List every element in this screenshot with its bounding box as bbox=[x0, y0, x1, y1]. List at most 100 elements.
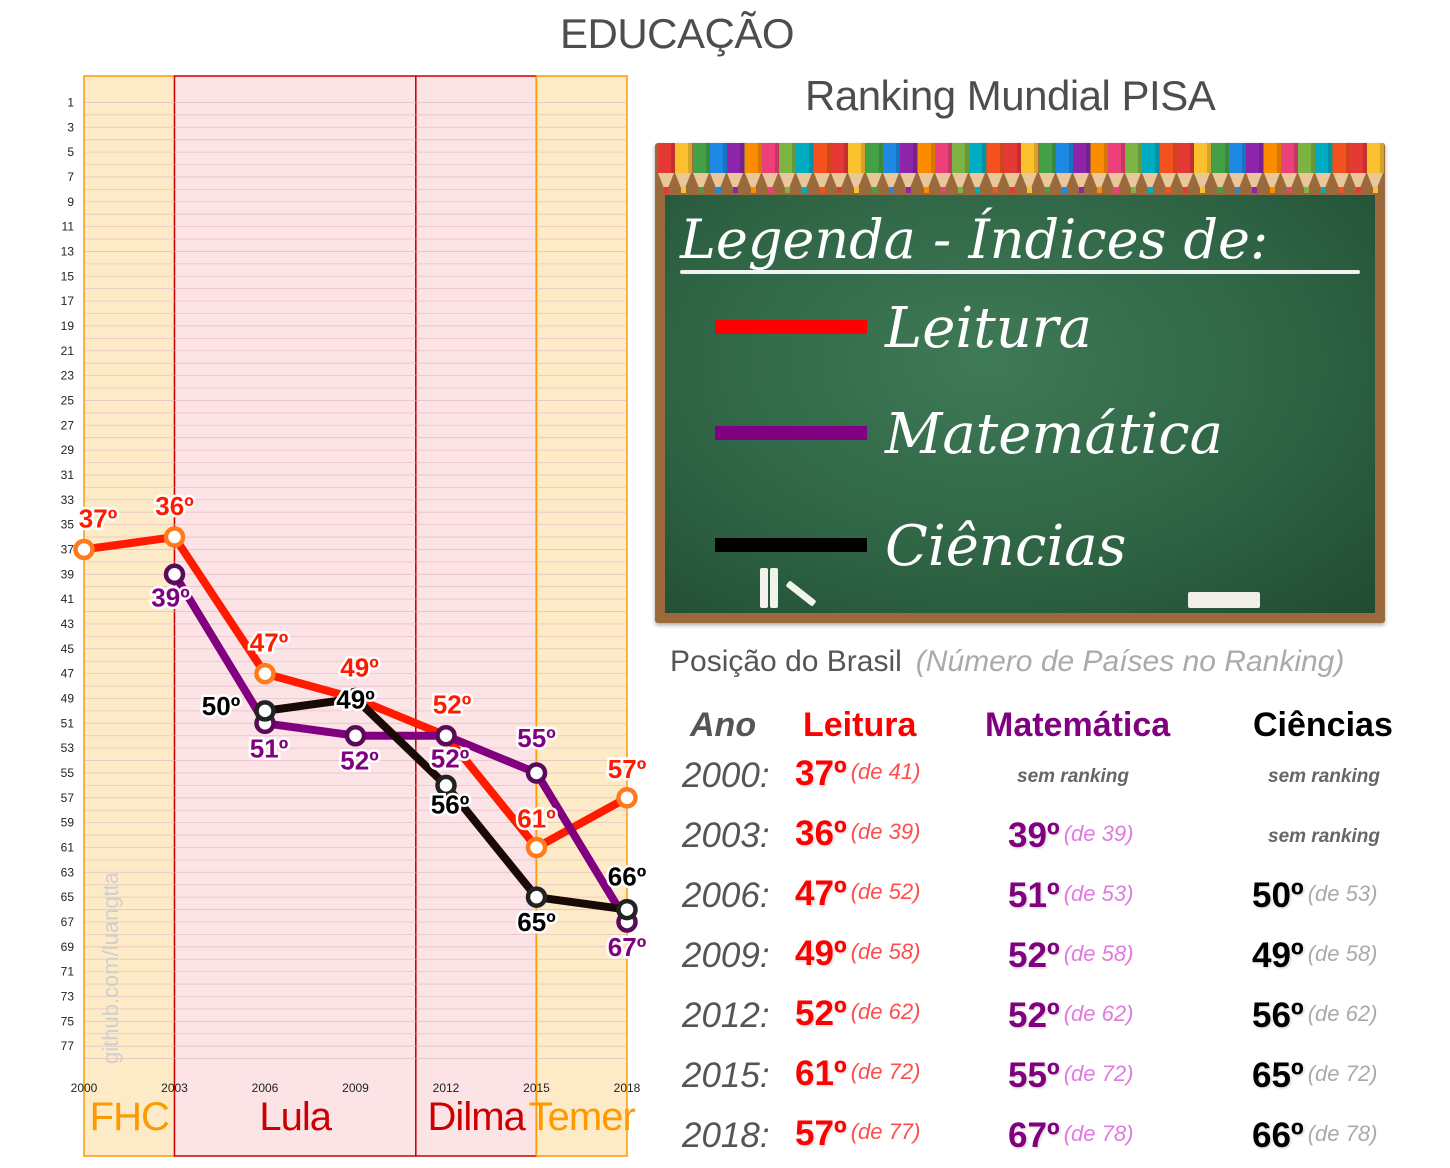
pencil-icon bbox=[813, 143, 831, 195]
data-label-matemática: 51º bbox=[250, 733, 289, 763]
rank-total: (de 53) bbox=[1307, 881, 1378, 906]
data-label-ciências: 56º bbox=[431, 789, 470, 819]
rank-total: (de 62) bbox=[1307, 1001, 1378, 1026]
pencil-icon bbox=[1159, 143, 1177, 195]
rank-total: (de 39) bbox=[1063, 821, 1134, 846]
pencil-row bbox=[655, 143, 1385, 195]
pencil-icon bbox=[692, 143, 710, 195]
cell-matematica: 39º (de 39) bbox=[1008, 816, 1133, 856]
col-header-leitura: Leitura bbox=[803, 706, 917, 744]
data-label-leitura: 57º bbox=[608, 754, 647, 784]
y-tick-label: 11 bbox=[62, 220, 75, 234]
pencil-icon bbox=[727, 143, 745, 195]
y-tick-label: 9 bbox=[67, 195, 74, 209]
pencil-icon bbox=[796, 143, 814, 195]
y-tick-label: 51 bbox=[61, 716, 75, 730]
data-point-leitura bbox=[73, 538, 95, 561]
pencil-icon bbox=[848, 143, 866, 195]
table-heading-note: (Número de Países no Ranking) bbox=[915, 645, 1345, 678]
rank-total: (de 58) bbox=[1063, 941, 1134, 966]
cell-leitura: 36º (de 39) bbox=[795, 814, 920, 854]
data-point-matemática bbox=[435, 724, 457, 747]
cell-ciencias-no-rank: sem ranking bbox=[1268, 766, 1380, 787]
y-tick-label: 25 bbox=[61, 393, 75, 407]
pencil-icon bbox=[779, 143, 797, 195]
rank-value: 52º bbox=[1008, 996, 1060, 1035]
row-year: 2012: bbox=[682, 996, 770, 1035]
pencil-icon bbox=[1038, 143, 1056, 195]
rank-total: (de 52) bbox=[850, 879, 921, 904]
x-tick-label: 2000 bbox=[71, 1081, 98, 1095]
data-point-ciências bbox=[344, 687, 367, 710]
pencil-icon bbox=[969, 143, 987, 195]
y-tick-label: 3 bbox=[67, 120, 74, 134]
y-tick-label: 47 bbox=[61, 667, 75, 681]
pencil-icon bbox=[761, 143, 779, 195]
pencil-icon bbox=[831, 143, 848, 195]
rank-total: (de 78) bbox=[1063, 1121, 1134, 1146]
y-tick-label: 65 bbox=[61, 890, 75, 904]
y-tick-label: 33 bbox=[61, 493, 75, 507]
y-tick-label: 55 bbox=[61, 766, 75, 780]
data-label-matemática: 39º bbox=[151, 582, 190, 612]
rank-value: 49º bbox=[1252, 936, 1304, 975]
rank-value: 51º bbox=[1008, 876, 1060, 915]
table-heading-text: Posição do Brasil bbox=[670, 645, 902, 678]
y-tick-label: 77 bbox=[61, 1039, 75, 1053]
cell-matematica: 52º (de 62) bbox=[1008, 996, 1133, 1036]
period-name-temer: Temer bbox=[529, 1095, 636, 1139]
rank-value: 66º bbox=[1252, 1116, 1304, 1155]
pencil-icon bbox=[952, 143, 970, 195]
pencil-icon bbox=[882, 143, 900, 195]
series-line-matemática bbox=[170, 570, 631, 926]
rank-total: (de 72) bbox=[850, 1059, 921, 1084]
pencil-icon bbox=[1246, 143, 1264, 195]
row-year: 2000: bbox=[682, 756, 770, 795]
y-tick-label: 43 bbox=[61, 617, 75, 631]
col-header-ciencias: Ciências bbox=[1253, 706, 1393, 744]
y-tick-label: 39 bbox=[61, 567, 75, 581]
y-tick-label: 37 bbox=[61, 542, 75, 556]
rank-total: (de 39) bbox=[850, 819, 921, 844]
period-names: FHC Lula Dilma Temer bbox=[90, 1095, 637, 1139]
cell-leitura: 47º (de 52) bbox=[795, 874, 920, 914]
y-tick-label: 67 bbox=[61, 915, 75, 929]
page-title: EDUCAÇÃO bbox=[560, 10, 795, 57]
y-tick-label: 53 bbox=[61, 741, 75, 755]
data-label-leitura: 52º bbox=[433, 690, 472, 720]
col-header-ano: Ano bbox=[690, 706, 757, 744]
pencil-icon bbox=[1367, 143, 1385, 195]
y-tick-label: 5 bbox=[67, 145, 74, 159]
table-heading: Posição do Brasil (Número de Países no Ra… bbox=[670, 645, 1344, 679]
rank-value: 47º bbox=[795, 874, 847, 913]
pencil-icon bbox=[675, 143, 693, 195]
data-point-leitura bbox=[163, 526, 186, 548]
data-point-ciências bbox=[616, 898, 638, 921]
period-name-dilma: Dilma bbox=[428, 1095, 527, 1139]
cell-ciencias: 56º (de 62) bbox=[1252, 996, 1377, 1036]
rank-total: (de 62) bbox=[850, 999, 921, 1024]
rank-value: 36º bbox=[795, 814, 847, 853]
row-year: 2009: bbox=[682, 936, 770, 975]
y-tick-label: 13 bbox=[61, 244, 75, 258]
y-tick-label: 61 bbox=[61, 840, 75, 854]
data-label-matemática: 52º bbox=[431, 744, 470, 774]
rank-value: 55º bbox=[1008, 1056, 1060, 1095]
data-label-leitura: 47º bbox=[250, 628, 289, 658]
legend-label-leitura: Leitura bbox=[885, 296, 1092, 361]
period-band-temer bbox=[535, 75, 628, 1157]
y-tick-label: 35 bbox=[61, 518, 75, 532]
x-tick-label: 2015 bbox=[523, 1081, 550, 1095]
watermark: github.com/luangtta bbox=[98, 871, 123, 1064]
data-point-ciências bbox=[254, 700, 276, 722]
cell-matematica: 51º (de 53) bbox=[1008, 876, 1133, 916]
pencil-icon bbox=[1298, 143, 1316, 195]
cell-ciencias: 66º (de 78) bbox=[1252, 1116, 1377, 1156]
cell-ciencias: 65º (de 72) bbox=[1252, 1056, 1377, 1096]
data-point-matemática bbox=[344, 724, 367, 747]
y-tick-labels: 1357911131517192123252729313335373941434… bbox=[61, 95, 75, 1053]
x-tick-label: 2003 bbox=[161, 1081, 188, 1095]
period-band-fhc bbox=[83, 75, 176, 1157]
data-label-ciências: 50º bbox=[202, 691, 241, 721]
pencil-icon bbox=[917, 143, 935, 195]
